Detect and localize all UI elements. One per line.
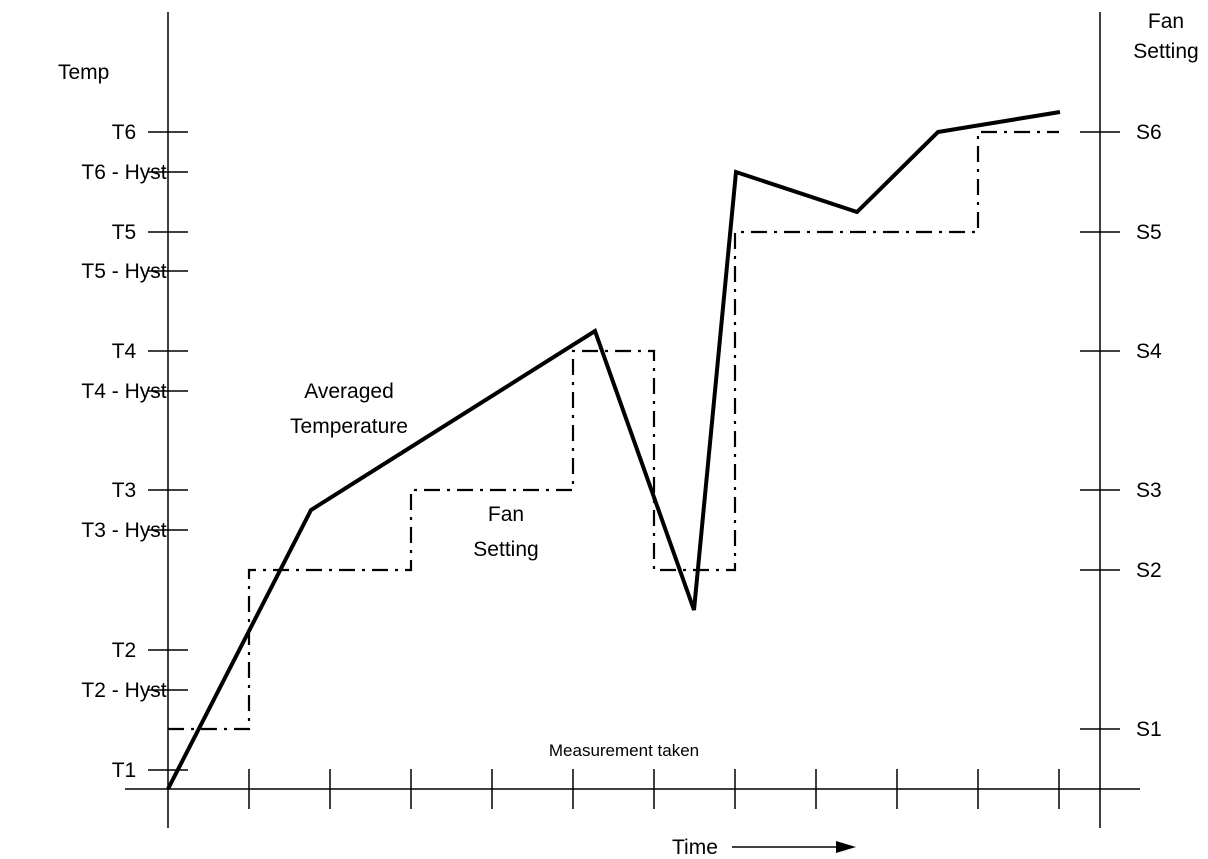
right-tick-label-s3: S3: [1136, 479, 1162, 502]
left-tick-label-t5h: T5 - Hyst: [81, 260, 166, 283]
fan-series-label-line1: Fan: [488, 503, 524, 526]
left-tick-label-t4h: T4 - Hyst: [81, 380, 166, 403]
left-tick-label-t2: T2: [112, 639, 137, 662]
left-tick-label-t3: T3: [112, 479, 137, 502]
measurement-taken-label: Measurement taken: [549, 741, 699, 760]
fan-series-label-line2: Setting: [473, 538, 538, 561]
left-axis-ticks: T6 T6 - Hyst T5 T5 - Hyst T4 T4 - Hyst T3 T3 - …: [81, 121, 188, 782]
left-tick-label-t6h: T6 - Hyst: [81, 161, 166, 184]
left-tick-label-t5: T5: [112, 221, 137, 244]
left-axis-title: Temp: [58, 61, 109, 84]
right-tick-label-s1: S1: [1136, 718, 1162, 741]
averaged-temperature-series: [166, 110, 1061, 790]
left-tick-label-t6: T6: [112, 121, 137, 144]
right-axis-ticks: S6 S5 S4 S3 S2 S1: [1080, 121, 1162, 741]
temperature-series-label-line1: Averaged: [304, 380, 394, 403]
left-tick-label-t3h: T3 - Hyst: [81, 519, 166, 542]
time-axis-ticks: [248, 769, 1060, 809]
right-tick-label-s6: S6: [1136, 121, 1162, 144]
right-axis-title-line2: Setting: [1133, 40, 1198, 63]
right-tick-label-s4: S4: [1136, 340, 1162, 363]
temperature-series-label-line2: Temperature: [290, 415, 408, 438]
left-tick-label-t1: T1: [112, 759, 137, 782]
right-tick-label-s5: S5: [1136, 221, 1162, 244]
time-axis-label: Time: [672, 836, 718, 859]
right-axis-title-line1: Fan: [1148, 10, 1184, 33]
left-tick-label-t2h: T2 - Hyst: [81, 679, 166, 702]
right-tick-label-s2: S2: [1136, 559, 1162, 582]
time-arrow-icon: [732, 841, 856, 853]
left-tick-label-t4: T4: [112, 340, 137, 363]
fan-setting-series: [168, 130, 1059, 731]
